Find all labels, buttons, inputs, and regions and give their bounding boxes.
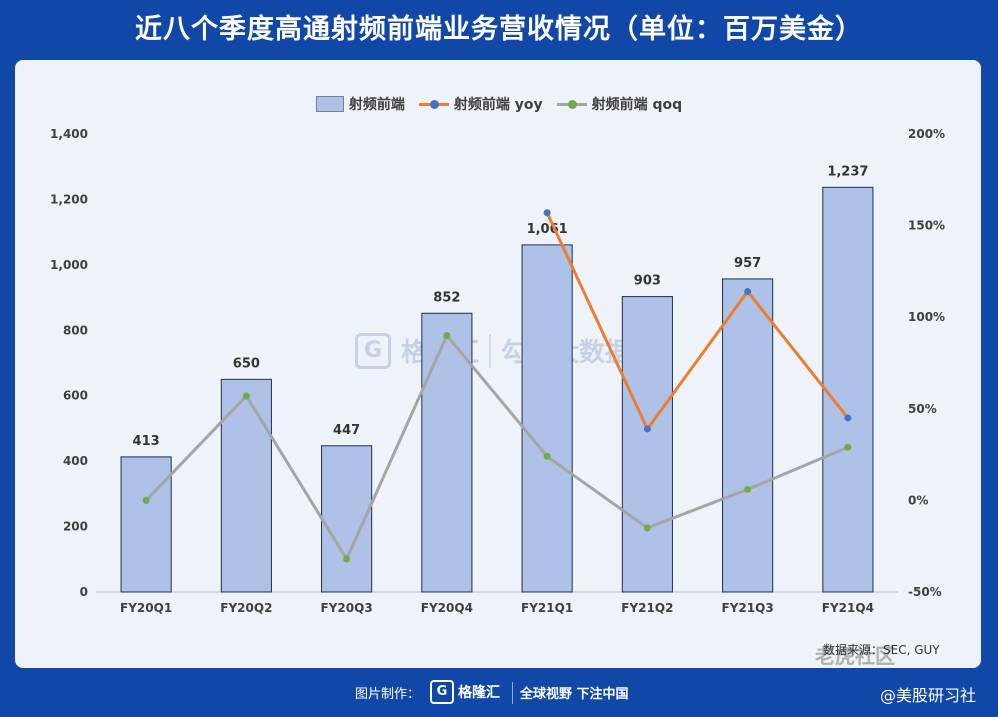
- legend-swatch-bar: [315, 96, 344, 112]
- y-right-tick-label: 100%: [908, 310, 945, 324]
- footer-slogan: 全球视野 下注中国: [520, 687, 629, 702]
- y-left-tick-label: 0: [80, 585, 88, 599]
- legend-swatch-qoq: [556, 99, 587, 109]
- y-left-tick-label: 800: [63, 323, 88, 337]
- legend-item-qoq: 射频前端 qoq: [556, 94, 683, 114]
- footer-credit: @美股研习社: [879, 686, 976, 705]
- y-left-tick-label: 600: [63, 389, 88, 403]
- y-left-tick-label: 200: [63, 520, 88, 534]
- qoq-point: [242, 392, 250, 400]
- x-tick-label: FY21Q3: [722, 601, 774, 615]
- bar: [521, 244, 573, 593]
- y-left-tick-label: 400: [63, 454, 88, 468]
- legend-label-yoy: 射频前端 yoy: [453, 97, 543, 113]
- footer-divider: [512, 682, 513, 704]
- qoq-point: [543, 452, 551, 460]
- bar: [120, 456, 172, 593]
- x-tick-label: FY21Q4: [822, 601, 874, 615]
- footer-logo-text: 格隆汇: [458, 685, 500, 701]
- legend-label-qoq: 射频前端 qoq: [591, 97, 683, 113]
- chart-legend: 射频前端 射频前端 yoy 射频前端 qoq: [0, 92, 998, 116]
- yoy-point: [643, 425, 651, 433]
- y-right-tick-label: 50%: [908, 402, 937, 416]
- legend-item-yoy: 射频前端 yoy: [418, 94, 543, 114]
- qoq-point: [443, 332, 451, 340]
- bar-data-label: 413: [133, 434, 160, 449]
- qoq-line: [145, 334, 849, 561]
- bar: [822, 186, 874, 593]
- data-source: 数据来源：SEC, GUY: [823, 643, 940, 657]
- footer-logo: G 格隆汇: [430, 680, 500, 704]
- bar-data-label: 1,237: [827, 164, 868, 179]
- bar-data-label: 957: [734, 256, 761, 271]
- qoq-point: [142, 496, 150, 504]
- chart-card: [15, 60, 981, 668]
- yoy-point: [844, 414, 852, 422]
- y-left-tick-label: 1,400: [50, 127, 88, 141]
- footer: 图片制作： G 格隆汇 全球视野 下注中国 @美股研习社: [0, 668, 998, 717]
- x-tick-label: FY21Q2: [621, 601, 673, 615]
- bar-data-label: 447: [333, 423, 360, 438]
- y-right-tick-label: -50%: [908, 585, 942, 599]
- bar-data-label: 852: [433, 290, 460, 305]
- y-right-tick-label: 200%: [908, 127, 945, 141]
- bar-data-label: 903: [634, 274, 661, 289]
- qoq-point: [643, 524, 651, 532]
- y-right-tick-label: 0%: [908, 493, 928, 507]
- bar-data-label: 650: [233, 356, 260, 371]
- qoq-point: [844, 443, 852, 451]
- x-tick-label: FY20Q1: [120, 601, 172, 615]
- x-tick-label: FY20Q3: [321, 601, 373, 615]
- bar: [421, 312, 473, 593]
- corner-watermark: 老虎社区: [815, 644, 895, 668]
- footer-made-by: 图片制作：: [355, 687, 421, 702]
- qoq-point: [343, 555, 351, 563]
- watermark-logo-icon: G: [355, 332, 391, 369]
- legend-item-bar: 射频前端: [315, 94, 405, 114]
- chart-title: 近八个季度高通射频前端业务营收情况（单位：百万美金）: [135, 14, 863, 45]
- y-right-tick-label: 150%: [908, 219, 945, 233]
- legend-swatch-yoy: [418, 99, 449, 109]
- x-tick-label: FY20Q2: [220, 601, 272, 615]
- x-tick-label: FY21Q1: [521, 601, 573, 615]
- legend-label-bar: 射频前端: [348, 97, 405, 113]
- y-left-tick-label: 1,200: [50, 192, 88, 206]
- bar: [722, 278, 774, 593]
- qoq-point: [744, 485, 752, 493]
- brand-logo-icon: G: [430, 680, 454, 704]
- y-left-tick-label: 1,000: [50, 258, 88, 272]
- yoy-point: [744, 288, 752, 296]
- yoy-line: [545, 212, 850, 431]
- bar-data-label: 1,061: [527, 222, 568, 237]
- bar: [621, 296, 673, 593]
- bar: [220, 378, 272, 593]
- yoy-point: [543, 209, 551, 217]
- x-tick-label: FY20Q4: [421, 601, 473, 615]
